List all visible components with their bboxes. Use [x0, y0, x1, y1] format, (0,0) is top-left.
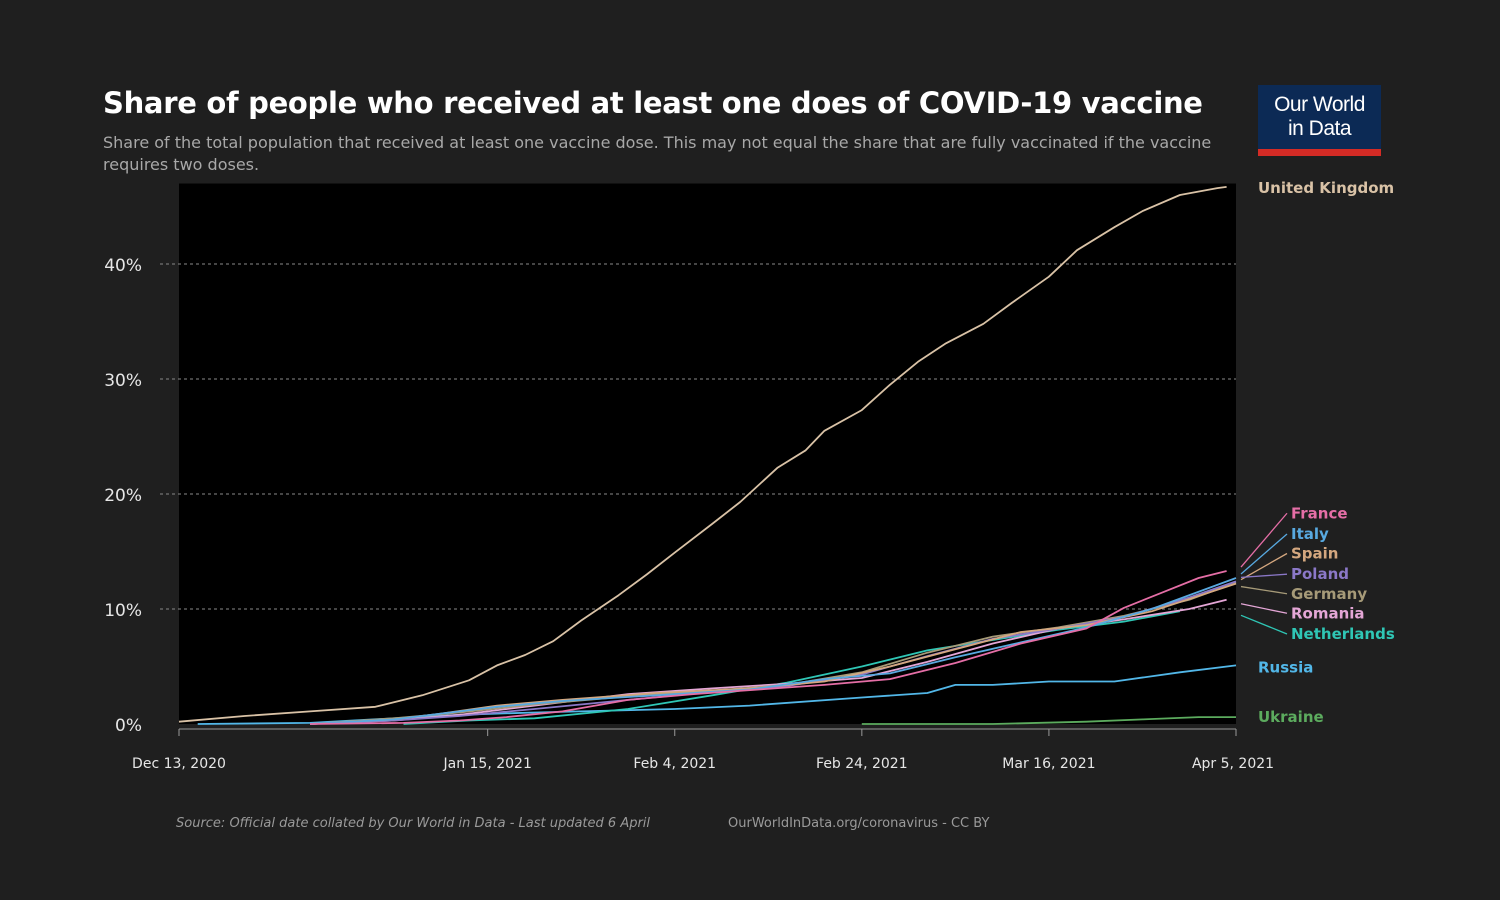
label-connector-spain	[1240, 552, 1288, 581]
label-connector-germany	[1240, 585, 1288, 595]
series-line-ukraine	[861, 716, 1236, 725]
chart-subtitle: Share of the total population that recei…	[103, 133, 1212, 174]
chart-title: Share of people who received at least on…	[103, 86, 1203, 120]
series-label-united-kingdom: United Kingdom	[1258, 179, 1394, 197]
series-label-spain: Spain	[1291, 545, 1338, 563]
label-connector-netherlands	[1240, 614, 1288, 635]
series-label-romania: Romania	[1291, 604, 1365, 622]
plot-area	[179, 183, 1236, 724]
x-tick-label: Feb 24, 2021	[816, 756, 908, 772]
logo-line-1: Our World	[1274, 93, 1365, 116]
series-line-united-kingdom	[178, 186, 1227, 723]
series-label-ukraine: Ukraine	[1258, 708, 1324, 726]
y-tick-label: 20%	[104, 486, 142, 506]
series-line-italy	[309, 577, 1237, 725]
label-connector-france	[1240, 512, 1288, 568]
label-connector-romania	[1240, 603, 1288, 614]
y-tick-label: 40%	[104, 256, 142, 276]
series-label-italy: Italy	[1291, 525, 1329, 543]
label-connector-italy	[1240, 533, 1288, 575]
series-label-germany: Germany	[1291, 585, 1367, 603]
series-label-netherlands: Netherlands	[1291, 625, 1395, 643]
label-connector-poland	[1240, 573, 1288, 579]
series-label-russia: Russia	[1258, 659, 1313, 677]
x-tick-label: Mar 16, 2021	[1002, 756, 1095, 772]
series-line-netherlands	[403, 610, 1181, 725]
series-line-france	[309, 570, 1227, 725]
x-tick-label: Jan 15, 2021	[442, 756, 531, 772]
owid-logo[interactable]: Our World in Data	[1258, 85, 1381, 156]
series-label-france: France	[1291, 504, 1348, 522]
y-tick-label: 10%	[104, 601, 142, 621]
x-tick-label: Dec 13, 2020	[132, 756, 226, 772]
logo-line-2: in Data	[1287, 117, 1352, 140]
x-tick-label: Apr 5, 2021	[1192, 756, 1274, 772]
source-note: Source: Official date collated by Our Wo…	[176, 816, 651, 831]
y-tick-label: 0%	[115, 716, 142, 736]
series-label-poland: Poland	[1291, 565, 1349, 583]
license-note[interactable]: OurWorldInData.org/coronavirus - CC BY	[728, 816, 990, 831]
y-tick-label: 30%	[104, 371, 142, 391]
x-tick-label: Feb 4, 2021	[633, 756, 716, 772]
